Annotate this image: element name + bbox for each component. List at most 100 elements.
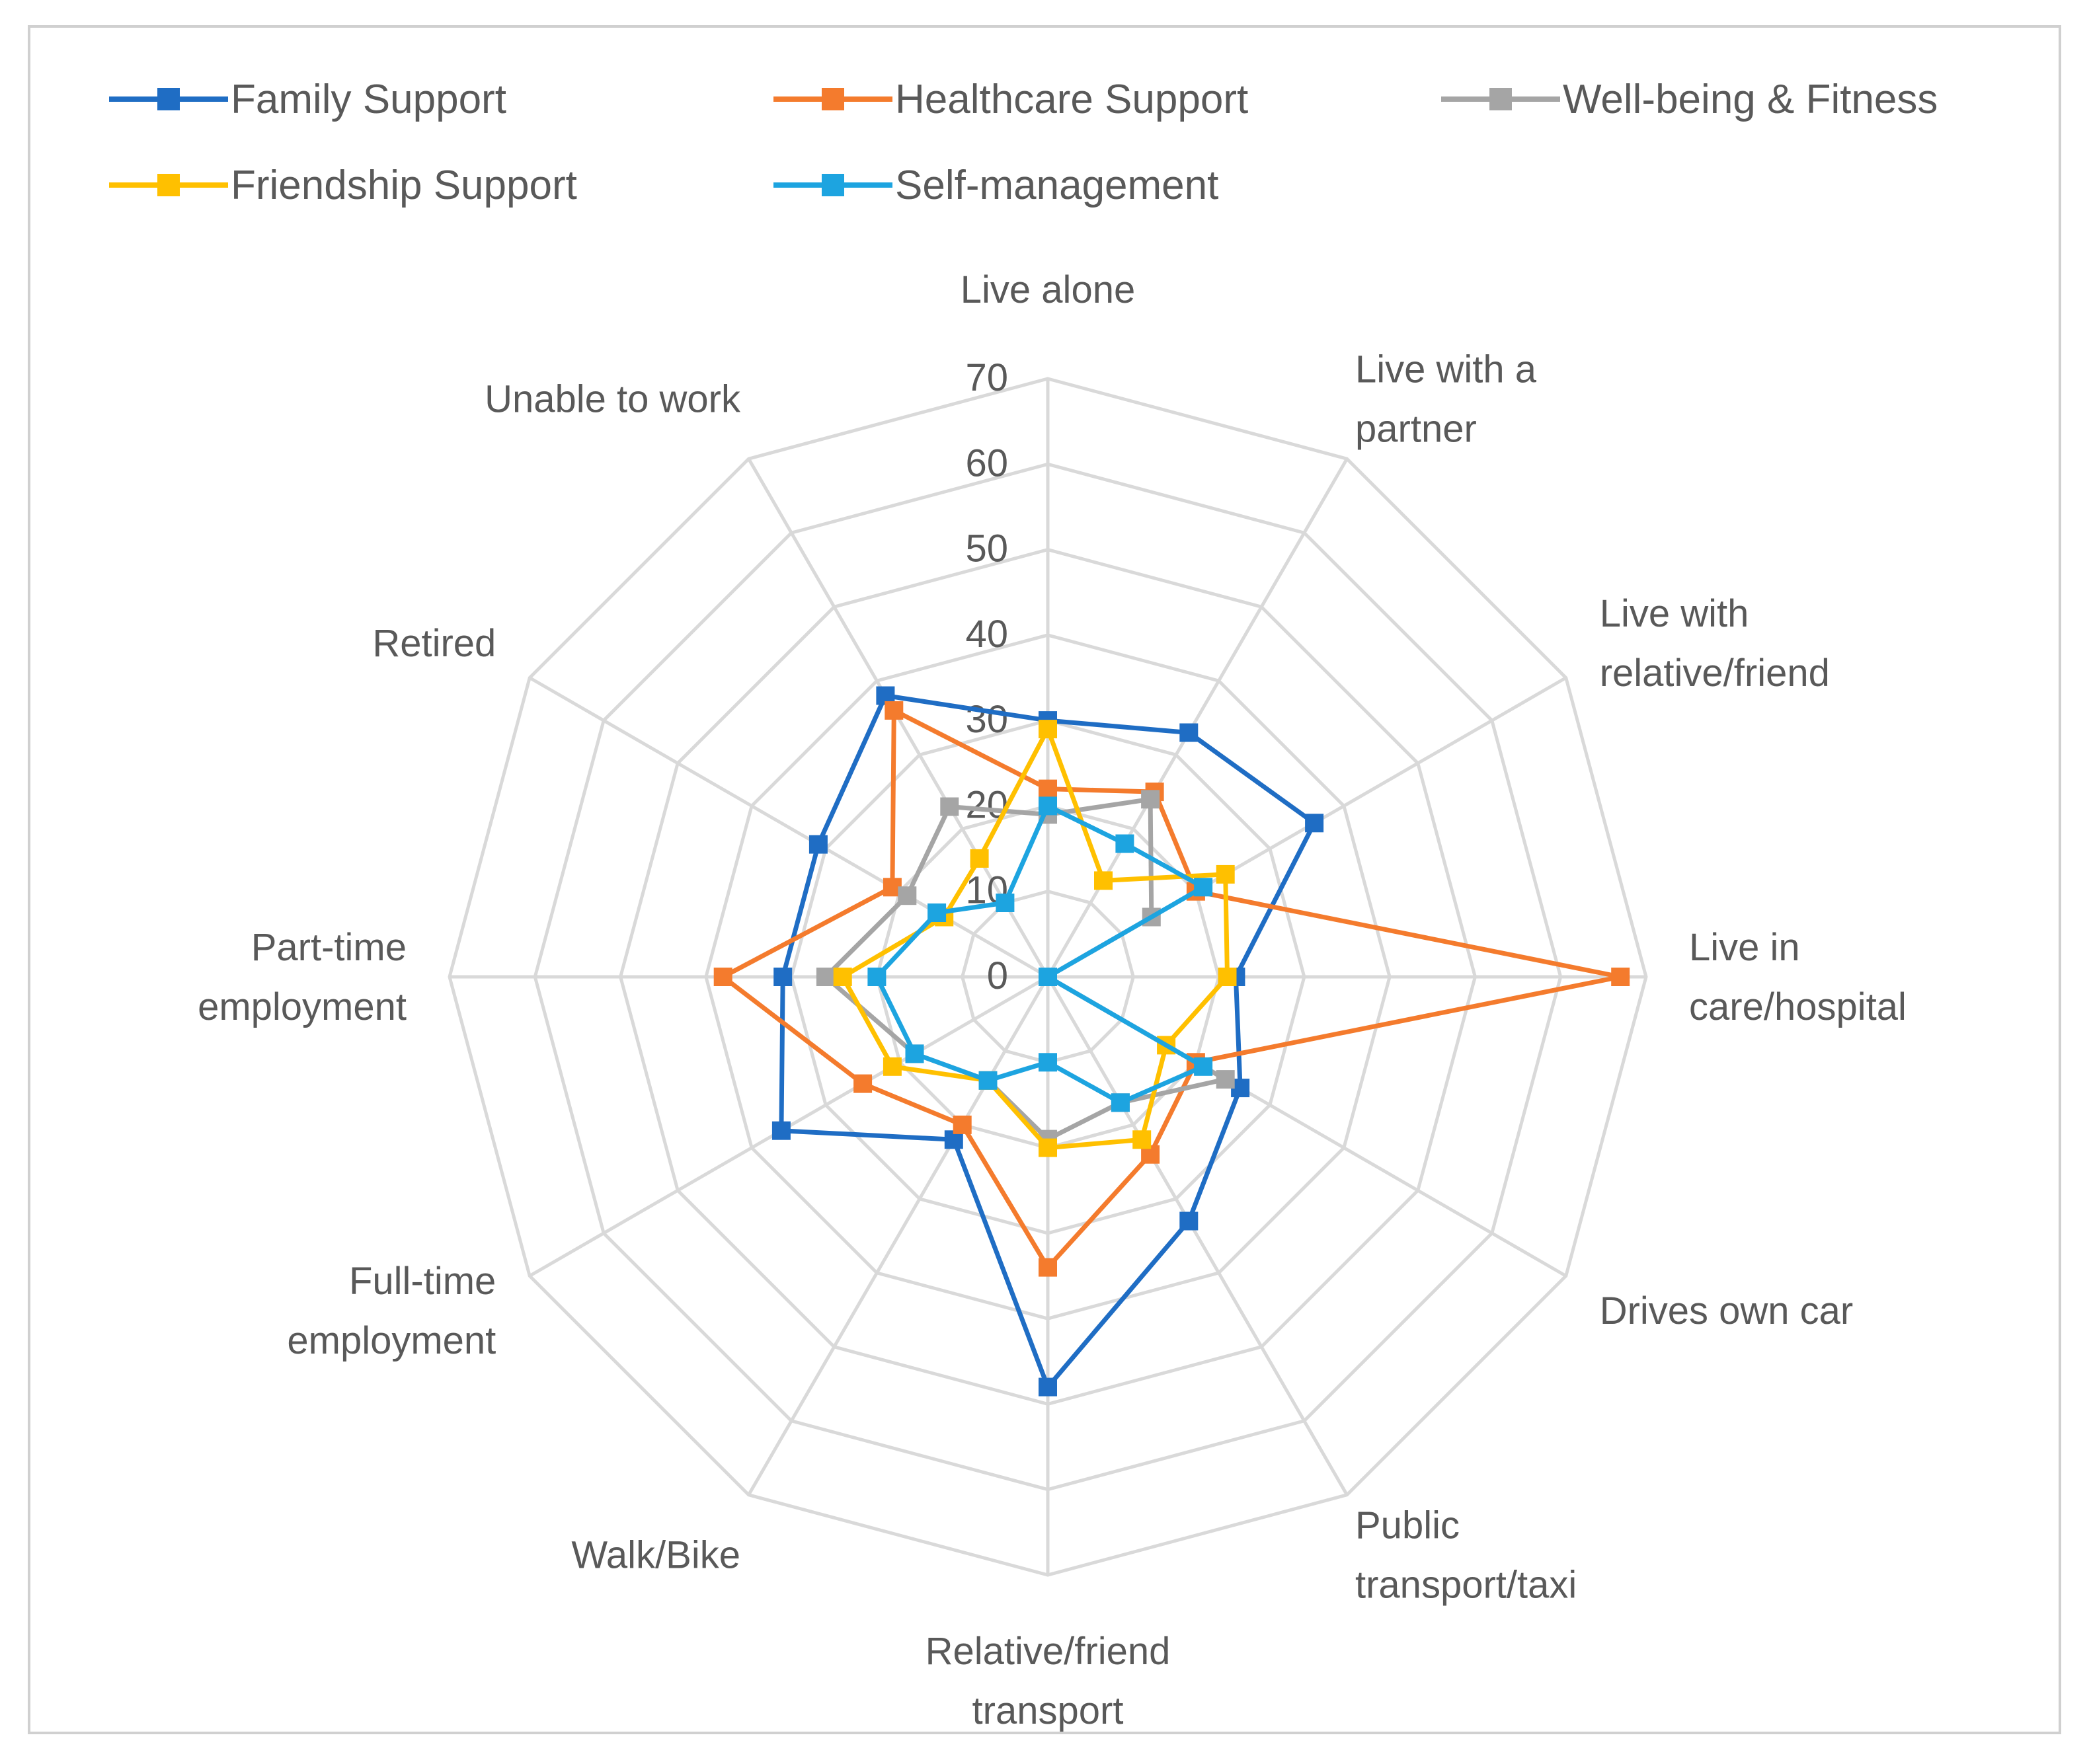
category-labels: Live alone Live with a partner Live with rel… bbox=[198, 268, 1907, 1732]
legend-item: Healthcare Support bbox=[773, 73, 1248, 126]
legend-label: Well-being & Fitness bbox=[1563, 76, 1938, 122]
tick-label: 60 bbox=[965, 441, 1008, 484]
legend-swatch-marker bbox=[822, 174, 844, 196]
category-label-line: transport bbox=[972, 1689, 1124, 1732]
category-label-line: employment bbox=[287, 1319, 496, 1362]
category-label-line: care/hospital bbox=[1689, 985, 1907, 1028]
category-label-line: Live in bbox=[1689, 926, 1800, 969]
category-label: Relative/friend transport bbox=[926, 1630, 1171, 1732]
data-point bbox=[905, 1044, 924, 1063]
data-point bbox=[1216, 1070, 1235, 1089]
category-label-line: Public bbox=[1355, 1504, 1460, 1547]
category-label: Walk/Bike bbox=[571, 1534, 740, 1577]
tick-label: 30 bbox=[965, 698, 1008, 741]
legend-label: Friendship Support bbox=[231, 162, 577, 208]
tick-label: 40 bbox=[965, 613, 1008, 656]
data-point bbox=[898, 886, 917, 905]
category-label: Live in care/hospital bbox=[1689, 926, 1907, 1028]
data-point bbox=[833, 968, 852, 986]
legend-label: Healthcare Support bbox=[895, 76, 1249, 122]
data-point bbox=[853, 1074, 873, 1093]
category-label-line: Part-time bbox=[251, 926, 407, 969]
data-point bbox=[885, 701, 904, 720]
category-label: Retired bbox=[372, 622, 496, 665]
category-label-line: Drives own car bbox=[1600, 1289, 1854, 1332]
data-point bbox=[1611, 968, 1630, 986]
data-point bbox=[1141, 790, 1160, 809]
category-label-line: Walk/Bike bbox=[571, 1534, 740, 1577]
category-label: Part-time employment bbox=[198, 926, 407, 1028]
tick-label: 70 bbox=[965, 356, 1008, 399]
data-point bbox=[1216, 864, 1235, 884]
legend-item: Friendship Support bbox=[109, 159, 577, 211]
data-point bbox=[1039, 1138, 1057, 1157]
tick-label: 50 bbox=[965, 527, 1008, 570]
category-label-line: Full-time bbox=[349, 1260, 496, 1303]
category-label-line: Live with a bbox=[1355, 348, 1537, 391]
category-label-line: employment bbox=[198, 985, 407, 1028]
data-point bbox=[1039, 1258, 1057, 1277]
data-point bbox=[1305, 814, 1324, 833]
data-point bbox=[1132, 1130, 1152, 1149]
grid-spoke bbox=[1046, 976, 1349, 1496]
legend-swatch bbox=[773, 174, 892, 196]
category-label: Drives own car bbox=[1600, 1289, 1854, 1332]
legend-swatch bbox=[109, 88, 228, 110]
series-lines bbox=[713, 686, 1630, 1397]
data-point bbox=[953, 1115, 972, 1134]
data-point bbox=[816, 968, 835, 986]
data-point bbox=[1039, 796, 1057, 816]
category-label-line: Live with bbox=[1600, 592, 1749, 635]
category-label: Public transport/taxi bbox=[1355, 1504, 1577, 1607]
category-label-line: partner bbox=[1355, 407, 1477, 450]
data-point bbox=[1111, 1093, 1130, 1112]
tick-label: 0 bbox=[987, 954, 1008, 997]
legend-swatch-marker bbox=[822, 88, 844, 110]
data-point bbox=[713, 968, 732, 986]
category-label-line: relative/friend bbox=[1600, 652, 1830, 695]
category-label-line: Unable to work bbox=[485, 377, 741, 420]
data-point bbox=[1039, 720, 1057, 739]
data-point bbox=[867, 968, 887, 986]
legend-swatch-marker bbox=[157, 174, 180, 196]
data-point bbox=[1179, 723, 1199, 742]
data-point bbox=[1039, 1053, 1057, 1072]
chart-frame bbox=[28, 25, 2061, 1734]
data-point bbox=[1039, 779, 1057, 798]
data-point bbox=[808, 835, 828, 854]
grid-spoke bbox=[747, 976, 1050, 1496]
grid-spoke bbox=[1046, 457, 1349, 978]
category-label: Live with a partner bbox=[1355, 348, 1537, 450]
legend-swatch bbox=[109, 174, 228, 196]
legend-item: Self-management bbox=[773, 159, 1218, 211]
data-point bbox=[996, 894, 1015, 912]
data-point bbox=[978, 1071, 998, 1090]
data-point bbox=[1218, 968, 1237, 986]
legend-swatch-marker bbox=[1489, 88, 1512, 110]
data-point bbox=[1115, 834, 1134, 853]
data-point bbox=[1179, 1211, 1199, 1231]
data-point bbox=[1039, 1377, 1057, 1397]
data-point bbox=[1194, 1057, 1213, 1076]
legend-swatch bbox=[773, 88, 892, 110]
data-point bbox=[940, 797, 959, 816]
data-point bbox=[1039, 968, 1057, 986]
category-label-line: Retired bbox=[372, 622, 496, 665]
series-line bbox=[721, 708, 1623, 1270]
data-point bbox=[927, 903, 947, 922]
legend-swatch-marker bbox=[157, 88, 180, 110]
category-label: Unable to work bbox=[485, 377, 741, 420]
data-point bbox=[970, 849, 989, 868]
data-point bbox=[1194, 878, 1213, 897]
category-label: Live alone bbox=[961, 268, 1135, 311]
category-label-line: Relative/friend bbox=[926, 1630, 1171, 1673]
data-point bbox=[773, 968, 793, 986]
category-label-line: transport/taxi bbox=[1355, 1564, 1577, 1607]
data-point bbox=[883, 1057, 902, 1076]
legend-label: Self-management bbox=[895, 162, 1219, 208]
category-label: Live with relative/friend bbox=[1600, 592, 1830, 695]
data-point bbox=[1094, 871, 1113, 890]
series-line bbox=[840, 726, 1230, 1151]
category-label: Full-time employment bbox=[287, 1260, 496, 1362]
data-point bbox=[771, 1121, 791, 1140]
